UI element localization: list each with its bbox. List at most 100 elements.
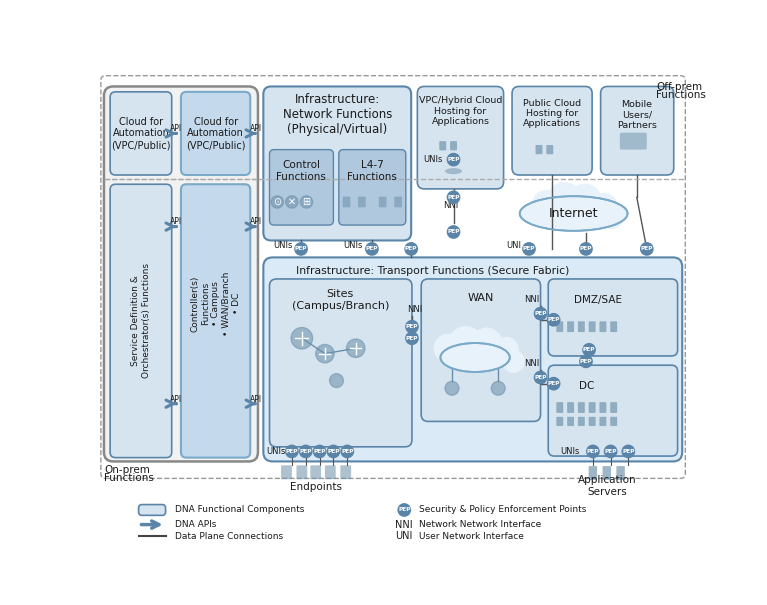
Text: ⊙: ⊙ (273, 197, 281, 207)
Circle shape (447, 191, 459, 203)
FancyBboxPatch shape (394, 197, 402, 208)
Text: DMZ/SAE: DMZ/SAE (574, 295, 622, 305)
Text: API: API (170, 124, 183, 133)
Text: PEP: PEP (535, 375, 547, 380)
Text: Cloud for
Automation
(VPC/Public): Cloud for Automation (VPC/Public) (111, 117, 171, 150)
FancyBboxPatch shape (556, 402, 563, 413)
FancyBboxPatch shape (263, 257, 682, 462)
Text: Infrastructure:
Network Functions
(Physical/Virtual): Infrastructure: Network Functions (Physi… (282, 93, 392, 137)
Circle shape (314, 445, 326, 457)
Text: PEP: PEP (447, 157, 459, 162)
Circle shape (491, 381, 505, 395)
Text: Mobile
Users/
Partners: Mobile Users/ Partners (617, 100, 657, 130)
Circle shape (548, 378, 560, 390)
Circle shape (445, 381, 459, 395)
Text: NNI: NNI (396, 520, 413, 529)
FancyBboxPatch shape (600, 321, 607, 332)
FancyBboxPatch shape (325, 465, 336, 479)
FancyBboxPatch shape (281, 465, 291, 479)
FancyBboxPatch shape (181, 185, 250, 457)
Text: UNI: UNI (396, 531, 413, 541)
Text: DC: DC (579, 381, 594, 391)
Text: PEP: PEP (366, 246, 378, 252)
Circle shape (271, 196, 283, 208)
Text: Service Definition &
Orchestrator(s) Functions: Service Definition & Orchestrator(s) Fun… (131, 263, 150, 378)
FancyBboxPatch shape (546, 145, 553, 154)
Circle shape (535, 371, 547, 384)
Text: NNI: NNI (407, 306, 423, 314)
Text: ⊞: ⊞ (302, 197, 311, 207)
Circle shape (366, 243, 378, 255)
FancyBboxPatch shape (139, 505, 166, 515)
FancyBboxPatch shape (567, 321, 574, 332)
Circle shape (533, 191, 561, 218)
FancyBboxPatch shape (611, 402, 617, 413)
Circle shape (328, 445, 340, 457)
Text: NNI: NNI (525, 359, 540, 368)
Text: Endpoints: Endpoints (291, 482, 343, 492)
FancyBboxPatch shape (588, 321, 596, 332)
Text: API: API (170, 217, 183, 226)
Text: ✕: ✕ (288, 197, 296, 207)
FancyBboxPatch shape (588, 466, 597, 480)
Text: PEP: PEP (341, 449, 354, 454)
Circle shape (341, 445, 354, 457)
Text: PEP: PEP (447, 195, 459, 200)
Text: VPC/Hybrid Cloud
Hosting for
Applications: VPC/Hybrid Cloud Hosting for Application… (419, 96, 502, 126)
Circle shape (285, 445, 298, 457)
Circle shape (434, 335, 462, 362)
Text: PEP: PEP (580, 359, 592, 364)
Circle shape (316, 344, 334, 363)
FancyBboxPatch shape (421, 279, 541, 422)
Circle shape (285, 196, 298, 208)
Circle shape (494, 338, 518, 362)
Text: UNIs: UNIs (273, 241, 292, 250)
Text: Security & Policy Enforcement Points: Security & Policy Enforcement Points (419, 505, 586, 514)
Circle shape (301, 196, 313, 208)
FancyBboxPatch shape (512, 87, 592, 175)
FancyBboxPatch shape (601, 87, 673, 175)
Text: PEP: PEP (535, 311, 547, 316)
Circle shape (291, 327, 313, 349)
Circle shape (601, 206, 623, 228)
Text: PEP: PEP (622, 449, 634, 454)
FancyBboxPatch shape (269, 279, 412, 447)
Circle shape (300, 445, 312, 457)
Circle shape (570, 185, 601, 215)
FancyBboxPatch shape (588, 402, 596, 413)
Text: API: API (249, 394, 262, 404)
Text: API: API (249, 124, 262, 133)
Circle shape (523, 243, 535, 255)
FancyBboxPatch shape (263, 87, 411, 240)
Text: PEP: PEP (580, 246, 592, 252)
FancyBboxPatch shape (339, 149, 406, 225)
FancyBboxPatch shape (110, 185, 172, 457)
Circle shape (640, 243, 653, 255)
Text: UNI: UNI (506, 241, 521, 250)
Text: Application
Servers: Application Servers (578, 476, 636, 497)
Circle shape (503, 350, 525, 372)
Text: PEP: PEP (328, 449, 340, 454)
Text: Functions: Functions (104, 473, 154, 483)
Text: PEP: PEP (583, 347, 595, 352)
FancyBboxPatch shape (588, 417, 596, 426)
FancyBboxPatch shape (311, 465, 321, 479)
FancyBboxPatch shape (578, 417, 584, 426)
Text: Sites
(Campus/Branch): Sites (Campus/Branch) (291, 289, 389, 310)
Circle shape (604, 445, 617, 457)
FancyBboxPatch shape (603, 466, 611, 480)
Circle shape (447, 226, 459, 238)
Circle shape (592, 194, 617, 218)
Text: WAN: WAN (467, 293, 494, 303)
Circle shape (406, 332, 418, 344)
Text: NNI: NNI (443, 200, 458, 209)
Circle shape (587, 445, 599, 457)
Text: DNA Functional Components: DNA Functional Components (175, 505, 304, 514)
FancyBboxPatch shape (297, 465, 308, 479)
FancyBboxPatch shape (600, 402, 607, 413)
Circle shape (583, 344, 595, 356)
Circle shape (330, 374, 344, 388)
Text: Cloud for
Automation
(VPC/Public): Cloud for Automation (VPC/Public) (186, 117, 245, 150)
Text: Data Plane Connections: Data Plane Connections (175, 532, 283, 541)
FancyBboxPatch shape (578, 321, 584, 332)
